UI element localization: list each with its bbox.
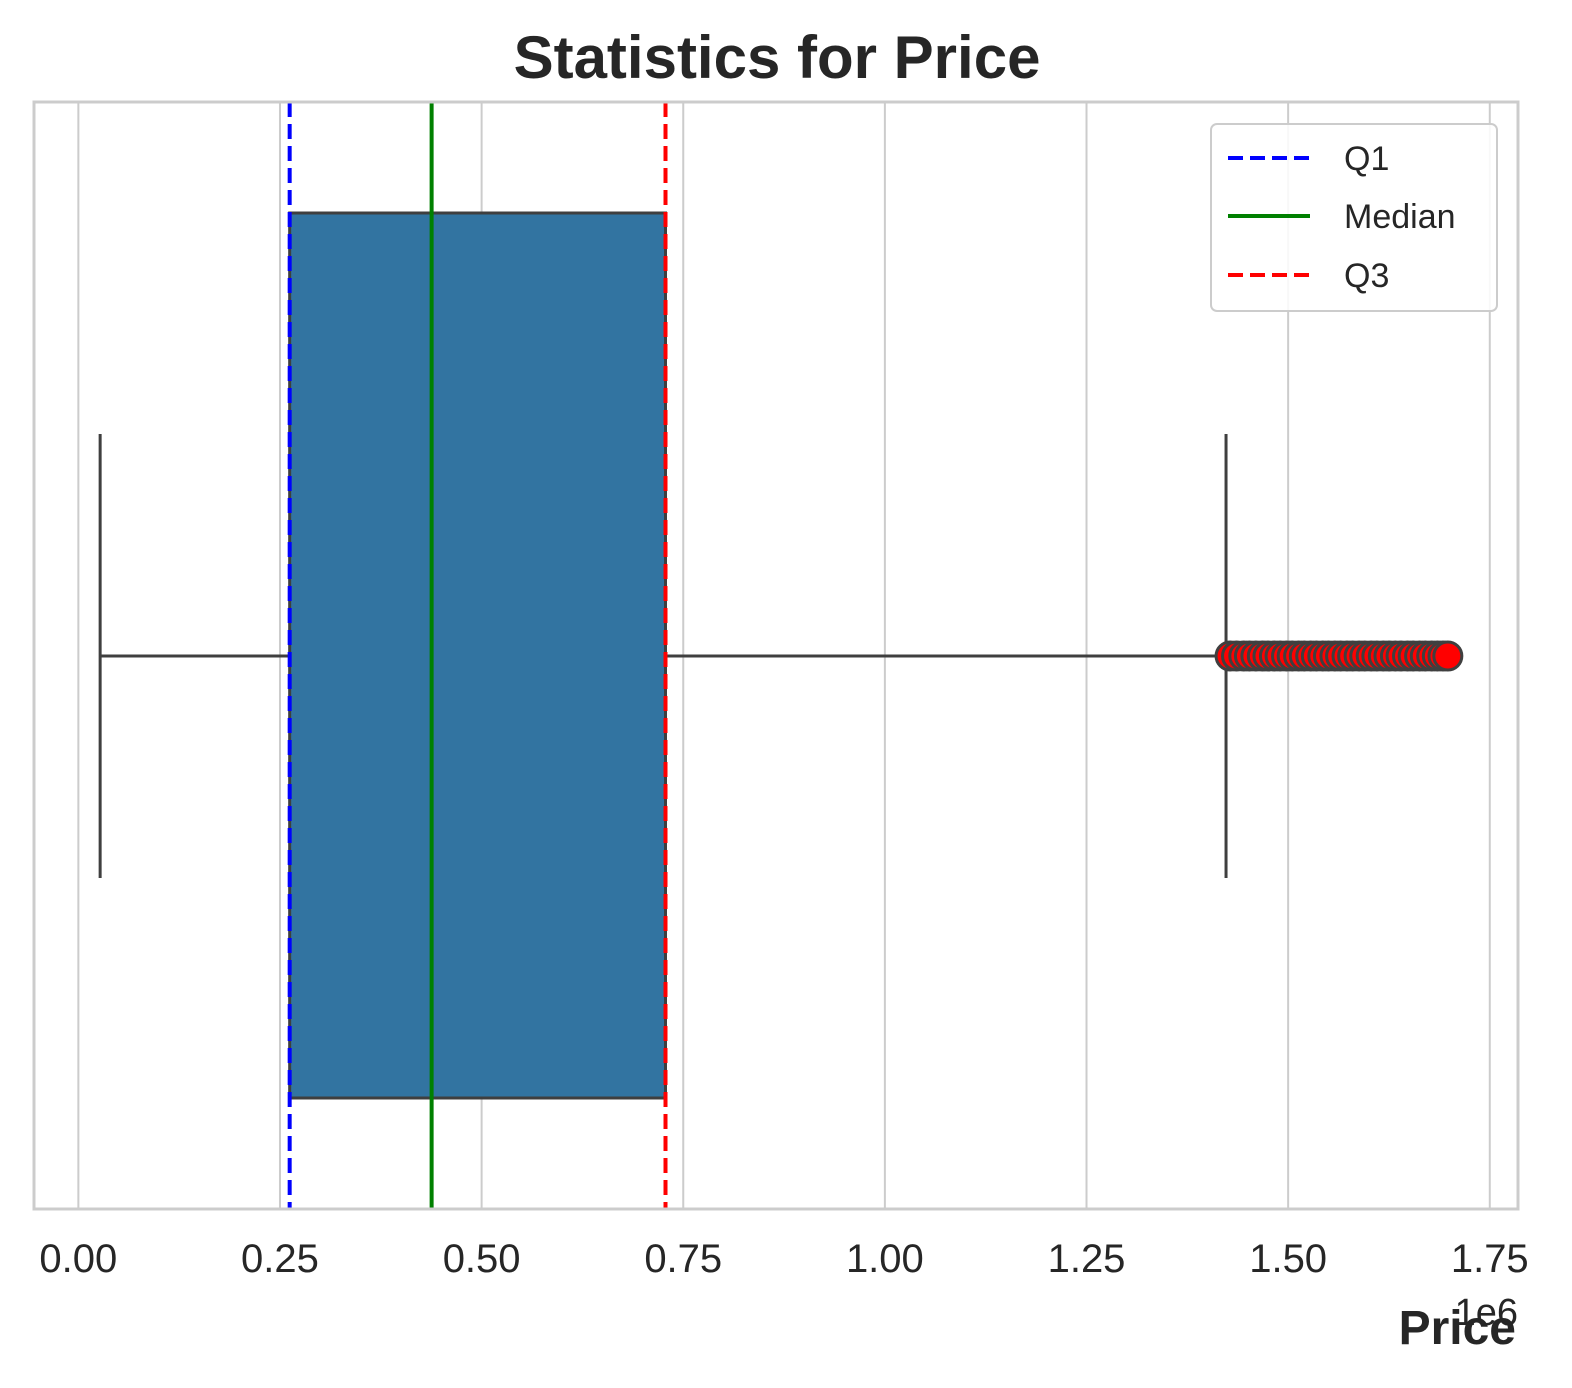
- legend-box: [1210, 123, 1498, 312]
- x-tick-label-0: 0.00: [39, 1237, 117, 1281]
- x-tick-label-4: 1.00: [846, 1237, 924, 1281]
- x-tick-labels: 0.00 0.25 0.50 0.75 1.00 1.25 1.50 1.75: [39, 1237, 1528, 1281]
- legend-label-median: Median: [1344, 198, 1456, 236]
- reference-lines: [287, 102, 668, 1209]
- legend-label-q1: Q1: [1344, 140, 1389, 178]
- x-tick-label-2: 0.50: [443, 1237, 521, 1281]
- plot-frame: [32, 100, 1520, 1211]
- iqr-box: [288, 211, 668, 1100]
- x-tick-label-1: 0.25: [241, 1237, 319, 1281]
- x-tick-label-5: 1.25: [1048, 1237, 1126, 1281]
- legend: Q1 Median Q3: [1210, 123, 1498, 312]
- x-tick-label-3: 0.75: [644, 1237, 722, 1281]
- x-tick-label-6: 1.50: [1249, 1237, 1327, 1281]
- outlier-points: [1214, 640, 1464, 672]
- x-axis-label: Price: [1399, 1302, 1516, 1355]
- x-axis-offset-label: 1e6: [1455, 1292, 1518, 1334]
- outlier-point-36: [1432, 640, 1464, 672]
- box-group: [288, 211, 668, 1100]
- legend-label-q3: Q3: [1344, 257, 1389, 295]
- x-tick-label-7: 1.75: [1451, 1237, 1529, 1281]
- chart-title: Statistics for Price: [514, 24, 1041, 91]
